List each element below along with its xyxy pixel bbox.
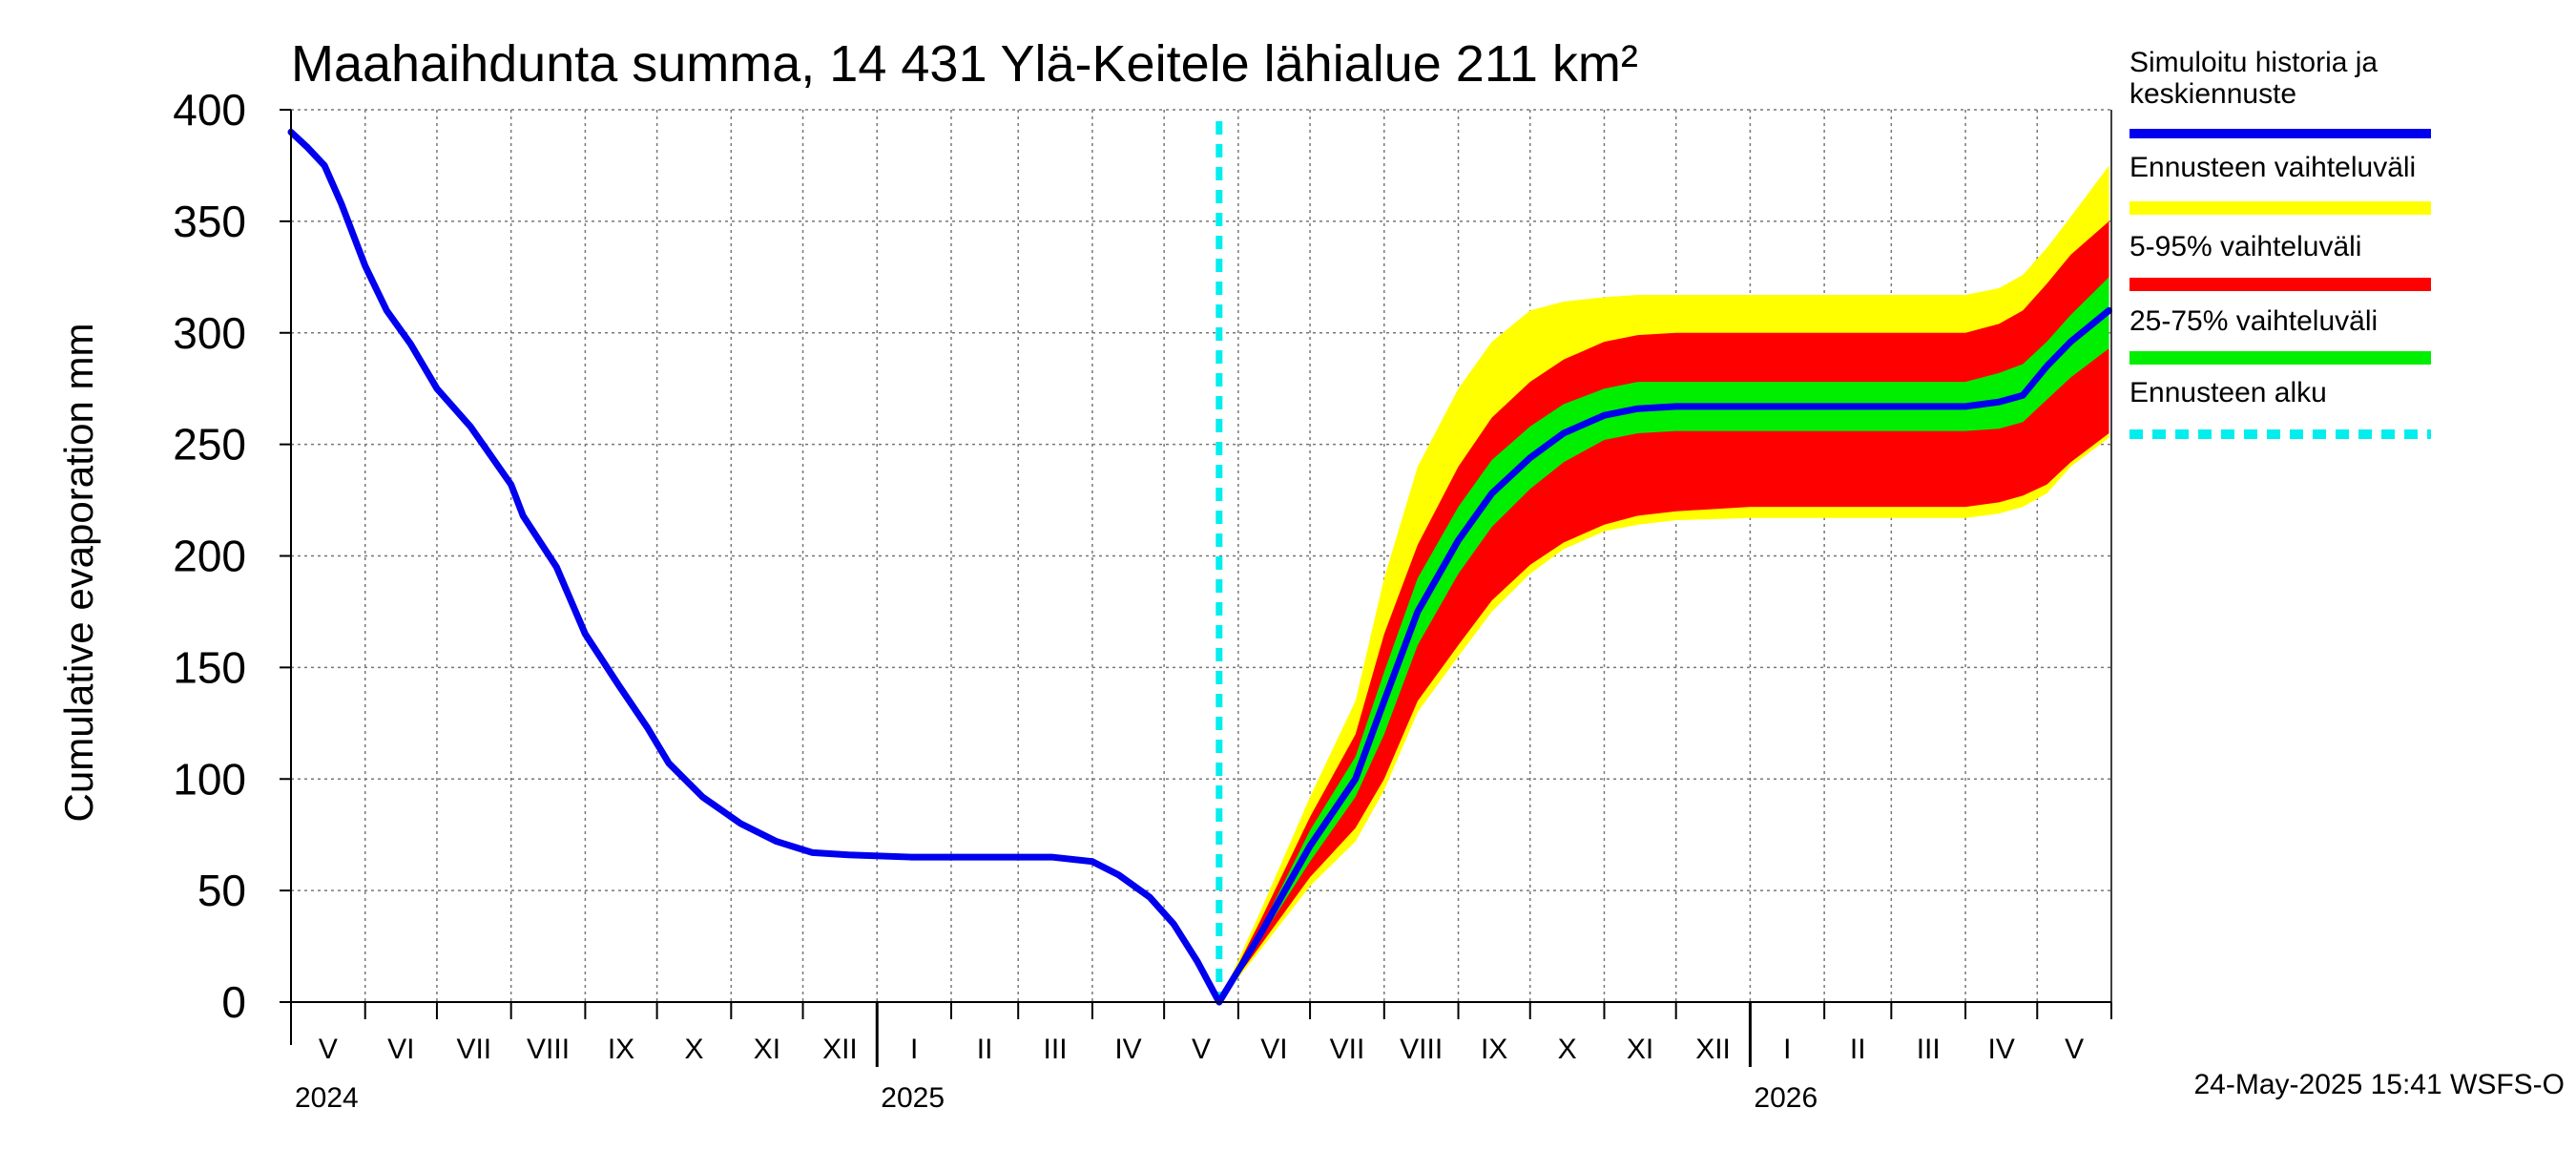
y-tick-label: 250 [173,420,246,470]
month-label: II [1850,1034,1866,1065]
month-label: VII [456,1034,491,1065]
axes [280,109,2112,1067]
y-tick-label: 350 [173,197,246,246]
y-tick-label: 200 [173,532,246,581]
month-label: I [1783,1034,1791,1065]
forecast-bands [1218,165,2109,1002]
month-label: X [684,1034,703,1065]
year-label: 2026 [1754,1082,1818,1114]
month-label: X [1558,1034,1577,1065]
month-label: IX [608,1034,634,1065]
y-tick-label: 300 [173,308,246,358]
band-5-95 [1218,220,2109,1002]
y-tick-label: 150 [173,642,246,692]
month-label: VI [1260,1034,1287,1065]
y-axis-label: Cumulative evaporation mm [56,324,101,823]
y-tick-label: 400 [173,85,246,135]
chart-title: Maahaihdunta summa, 14 431 Ylä-Keitele l… [291,35,1638,93]
month-label: VI [387,1034,414,1065]
month-label: I [910,1034,918,1065]
legend-label: keskiennuste [2129,78,2296,110]
band-25-75 [1218,277,2109,1002]
month-label: XII [822,1034,858,1065]
month-label: V [1192,1034,1211,1065]
y-tick-label: 0 [221,977,246,1027]
y-tick-label: 100 [173,754,246,804]
timestamp: 24-May-2025 15:41 WSFS-O [2194,1069,2566,1100]
legend-label: Simuloitu historia ja [2129,47,2378,78]
month-label: IV [1114,1034,1141,1065]
month-label: III [1917,1034,1941,1065]
month-label: XII [1695,1034,1731,1065]
month-label: IX [1481,1034,1507,1065]
forecast-range-band [1218,165,2109,1002]
month-label: XI [754,1034,780,1065]
series-lines [287,121,2112,1006]
month-label: VII [1330,1034,1365,1065]
year-label: 2025 [881,1082,945,1114]
month-label: V [319,1034,338,1065]
month-label: III [1044,1034,1068,1065]
legend-label: Ennusteen vaihteluväli [2129,152,2416,183]
legend-label: Ennusteen alku [2129,377,2327,408]
month-label: V [2065,1034,2084,1065]
grid [291,109,2111,1002]
y-tick-label: 50 [197,866,246,915]
month-label: XI [1627,1034,1653,1065]
legend-label: 25-75% vaihteluväli [2129,305,2378,337]
median-series-line [287,128,2112,1006]
month-label: VIII [1400,1034,1443,1065]
month-label: IV [1987,1034,2014,1065]
legend-label: 5-95% vaihteluväli [2129,231,2361,262]
month-label: VIII [527,1034,570,1065]
year-label: 2024 [295,1082,359,1114]
month-label: II [977,1034,993,1065]
